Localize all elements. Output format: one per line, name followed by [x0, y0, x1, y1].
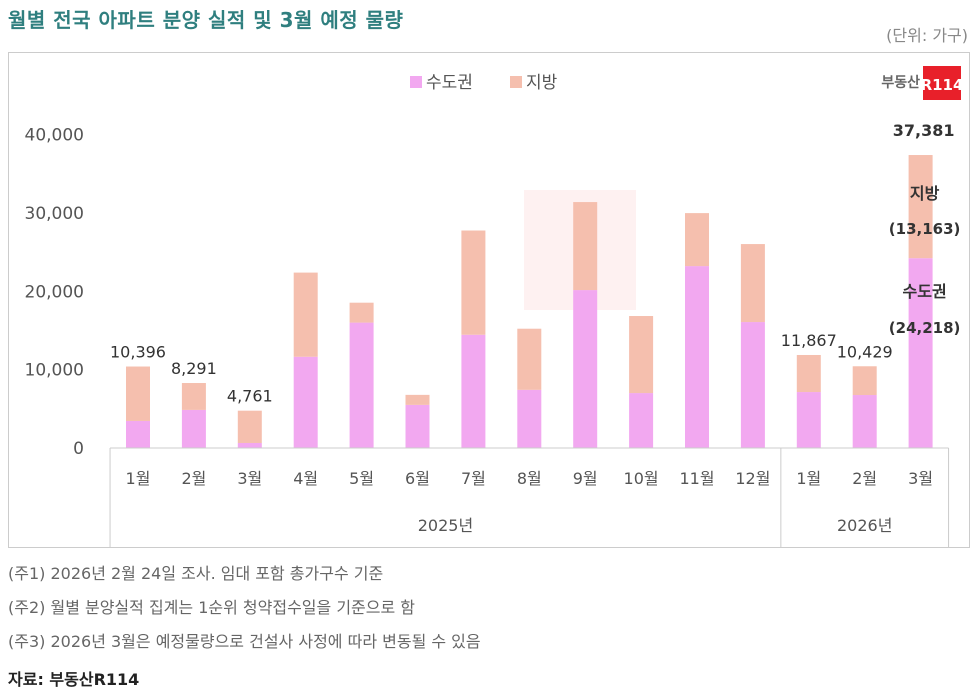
logo-badge-text: R114: [921, 76, 964, 94]
bar-sudo: [573, 290, 598, 448]
x-tick-label: 2월: [181, 469, 206, 488]
bar-jibang: [629, 316, 654, 394]
chart-frame: [8, 52, 970, 548]
y-tick-label: 20,000: [25, 282, 84, 302]
source: 자료: 부동산R114: [8, 670, 140, 689]
x-tick-label: 1월: [796, 469, 821, 488]
bar-sudo: [405, 404, 430, 448]
total-label: 8,291: [171, 359, 217, 378]
y-tick-label: 30,000: [25, 204, 84, 224]
bar-jibang: [349, 302, 374, 323]
bar-jibang: [740, 244, 765, 323]
x-tick-label: 6월: [405, 469, 430, 488]
bar-jibang: [852, 366, 877, 396]
footnote-2: (주2) 월별 분양실적 집계는 1순위 청약접수일을 기준으로 함: [8, 598, 416, 617]
annotation-sudo-label: 수도권: [903, 282, 947, 301]
bar-jibang: [796, 354, 821, 393]
x-tick-label: 12월: [735, 469, 770, 488]
annotation-sudo-value: (24,218): [889, 319, 961, 337]
x-tick-label: 5월: [349, 469, 374, 488]
y-tick-label: 0: [73, 439, 84, 459]
bar-sudo: [293, 356, 318, 448]
bar-sudo: [908, 258, 933, 448]
bar-jibang: [405, 394, 430, 405]
x-tick-label: 9월: [573, 469, 598, 488]
total-label: 37,381: [893, 121, 955, 140]
annotation-jibang-label: 지방: [910, 184, 940, 203]
bar-sudo: [181, 409, 206, 448]
bar-jibang: [126, 366, 150, 421]
annotation-jibang-value: (13,163): [889, 220, 961, 238]
x-group-label: 2026년: [837, 516, 892, 535]
x-group-label: 2025년: [418, 516, 473, 535]
total-label: 4,761: [227, 387, 273, 406]
x-tick-label: 3월: [237, 469, 262, 488]
total-label: 10,429: [837, 342, 893, 361]
bar-sudo: [461, 334, 486, 448]
bar-jibang: [517, 328, 542, 390]
unit-label: (단위: 가구): [886, 26, 968, 45]
x-tick-label: 7월: [461, 469, 486, 488]
bar-jibang: [573, 202, 598, 291]
y-tick-label: 10,000: [25, 361, 84, 381]
footnote-1: (주1) 2026년 2월 24일 조사. 임대 포함 총가구수 기준: [8, 564, 384, 583]
legend-swatch: [510, 76, 522, 88]
y-tick-label: 40,000: [25, 126, 84, 146]
x-tick-label: 1월: [126, 469, 151, 488]
bar-sudo: [126, 420, 150, 448]
x-tick-label: 2월: [852, 469, 877, 488]
legend-label: 지방: [526, 73, 558, 93]
x-tick-label: 3월: [908, 469, 933, 488]
bar-sudo: [796, 392, 821, 448]
x-tick-label: 4월: [293, 469, 318, 488]
total-label: 11,867: [781, 331, 837, 350]
bar-sudo: [685, 266, 709, 448]
bar-jibang: [293, 272, 318, 357]
bar-sudo: [852, 395, 877, 448]
logo-badge: [923, 66, 961, 100]
bar-jibang: [461, 230, 486, 335]
bar-sudo: [517, 389, 542, 448]
x-tick-label: 8월: [517, 469, 542, 488]
bar-sudo: [349, 322, 374, 448]
legend-label: 수도권: [426, 73, 473, 93]
logo-text: 부동산: [881, 74, 920, 91]
bar-jibang: [181, 383, 206, 410]
chart-title: 월별 전국 아파트 분양 실적 및 3월 예정 물량: [8, 8, 404, 32]
legend-swatch: [410, 76, 422, 88]
footnote-3: (주3) 2026년 3월은 예정물량으로 건설사 사정에 따라 변동될 수 있…: [8, 632, 481, 651]
x-tick-label: 11월: [679, 469, 714, 488]
bar-sudo: [237, 442, 262, 448]
bar-jibang: [908, 155, 933, 259]
x-tick-label: 10월: [624, 469, 659, 488]
bar-jibang: [685, 213, 709, 267]
total-label: 10,396: [110, 343, 166, 362]
bar-sudo: [629, 393, 654, 448]
bar-jibang: [237, 410, 262, 443]
bar-sudo: [740, 322, 765, 448]
